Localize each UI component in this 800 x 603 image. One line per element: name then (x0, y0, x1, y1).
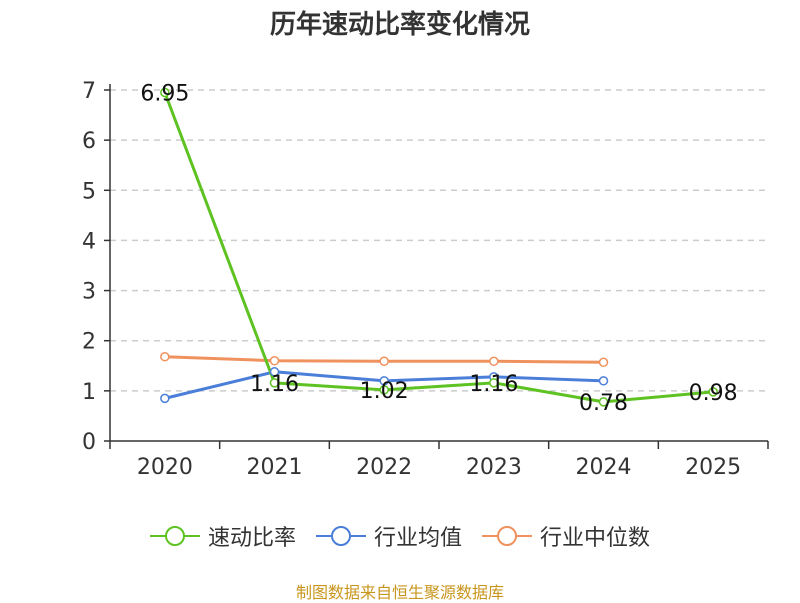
y-tick-label: 3 (82, 280, 96, 305)
y-tick-label: 4 (82, 229, 96, 254)
chart-title: 历年速动比率变化情况 (269, 10, 530, 40)
data-point (489, 356, 499, 367)
axes: 0 1 2 3 4 5 6 7 2020 2021 2022 2023 2024 2025 (82, 79, 769, 480)
x-tick-label: 2025 (685, 455, 741, 480)
data-point (598, 357, 609, 368)
data-point (269, 378, 280, 388)
legend: 速动比率 行业均值 行业中位数 (0, 520, 800, 552)
data-point (379, 376, 389, 386)
data-point (598, 376, 609, 386)
y-tick-label: 2 (82, 330, 96, 355)
data-label: 1.16 (469, 372, 518, 397)
y-tick-label: 0 (82, 430, 96, 455)
legend-label: 速动比率 (207, 526, 296, 551)
data-point (160, 393, 170, 404)
grid-lines (110, 89, 768, 392)
data-label: 0.98 (689, 381, 738, 406)
data-point (598, 397, 609, 407)
y-tick-label: 1 (82, 380, 96, 405)
y-tick-label: 7 (82, 79, 96, 104)
data-label: 0.78 (579, 391, 628, 416)
x-tick-label: 2023 (466, 455, 522, 480)
data-point (160, 87, 170, 98)
legend-marker-quick-ratio (149, 526, 200, 546)
data-label: 1.02 (360, 379, 409, 404)
data-label: 1.16 (250, 372, 299, 397)
y-tick-label: 6 (82, 129, 96, 154)
legend-item-industry-mean[interactable]: 行业均值 (315, 520, 462, 552)
data-point (269, 356, 280, 366)
series-lines (163, 91, 714, 404)
x-tick-label: 2022 (356, 455, 412, 480)
data-point (708, 387, 718, 397)
data-point (269, 367, 280, 377)
y-tick-label: 5 (82, 179, 96, 204)
x-tick-label: 2020 (137, 455, 193, 480)
legend-item-industry-median[interactable]: 行业中位数 (482, 520, 650, 552)
series-line (163, 91, 714, 404)
data-points (160, 87, 718, 407)
data-point (160, 352, 170, 362)
source-note: 制图数据来自恒生聚源数据库 (295, 583, 504, 602)
data-label: 6.95 (140, 82, 189, 107)
x-tick-label: 2024 (576, 455, 632, 480)
legend-item-quick-ratio[interactable]: 速动比率 (149, 520, 296, 552)
legend-marker-industry-mean (315, 526, 366, 546)
legend-label: 行业中位数 (540, 526, 651, 551)
x-tick-label: 2021 (247, 455, 303, 480)
data-labels: 6.95 1.16 1.02 1.16 0.78 0.98 (140, 82, 737, 416)
data-point (379, 356, 389, 367)
data-point (489, 378, 499, 388)
legend-marker-industry-median (482, 526, 532, 546)
data-point (379, 385, 389, 395)
legend-label: 行业均值 (373, 526, 462, 551)
